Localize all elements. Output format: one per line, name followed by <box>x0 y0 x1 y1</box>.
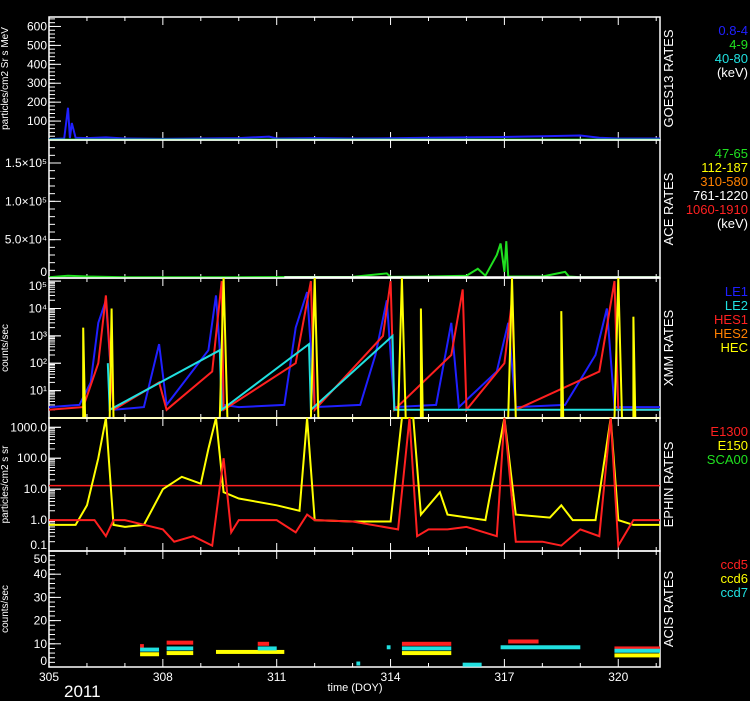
y-tick-label: 10⁴ <box>28 301 47 315</box>
legend-entry: ccd6 <box>721 571 748 586</box>
y-tick-label: 1000.0 <box>10 420 47 434</box>
series-line-ephin-0 <box>49 417 660 528</box>
acis-segment <box>614 653 660 658</box>
acis-segment <box>166 651 194 656</box>
acis-segment <box>257 646 277 651</box>
x-tick-label: 314 <box>381 670 401 684</box>
legend-entry: 761-1220 <box>693 188 748 203</box>
acis-segment <box>508 639 539 644</box>
panel-frame-xmm <box>48 277 661 419</box>
legend-entry: HES2 <box>714 326 748 341</box>
acis-segment <box>386 645 391 650</box>
y-tick-label: 100.0 <box>17 451 47 465</box>
legend-entry: (keV) <box>717 65 748 80</box>
panel-title-xmm: XMM RATES <box>661 310 676 387</box>
legend-entry: 1060-1910 <box>686 202 748 217</box>
acis-segment <box>401 646 452 651</box>
legend-entry: (keV) <box>717 216 748 231</box>
legend-entry: LE2 <box>725 298 748 313</box>
y-axis-label-xmm: counts/sec <box>0 324 11 372</box>
y-tick-label: 600 <box>27 19 47 33</box>
acis-segment <box>401 651 452 656</box>
y-tick-label: 30 <box>34 590 48 604</box>
y-tick-label: 0 <box>40 265 47 279</box>
legend-entry: 310-580 <box>700 174 748 189</box>
y-tick-label: 20 <box>34 614 48 628</box>
y-axis-label-goes: particles/cm2 Sr s MeV <box>0 27 11 130</box>
acis-segment <box>257 641 270 646</box>
y-axis-label-acis: counts/sec <box>0 585 11 633</box>
series-line-ephin-1 <box>49 417 660 549</box>
panel-title-goes: GOES13 RATES <box>661 29 676 127</box>
acis-segment <box>140 644 144 649</box>
panel-frame-ace <box>48 139 661 279</box>
y-tick-label: 1.0 <box>30 513 47 527</box>
y-tick-label: 1.5×10⁵ <box>5 156 47 170</box>
y-tick-label: 10⁵ <box>29 279 47 293</box>
y-tick-label: 50 <box>34 552 48 566</box>
y-tick-label: 100 <box>27 114 47 128</box>
legend-entry: 40-80 <box>715 51 748 66</box>
series-line-xmm-3 <box>49 277 660 419</box>
y-tick-label: 200 <box>27 95 47 109</box>
acis-segment <box>401 641 452 646</box>
y-tick-label: 5.0×10⁴ <box>5 233 47 247</box>
acis-segment <box>614 646 660 651</box>
x-tick-label: 311 <box>267 670 286 684</box>
panel-title-ephin: EPHIN RATES <box>661 441 676 527</box>
y-tick-label: 10¹ <box>30 384 47 398</box>
legend-entry: LE1 <box>725 284 748 299</box>
year-label: 2011 <box>64 682 101 701</box>
legend-entry: 112-187 <box>701 160 748 175</box>
x-tick-label: 305 <box>39 670 59 684</box>
x-tick-label: 317 <box>494 670 514 684</box>
legend-entry: ccd7 <box>721 585 748 600</box>
y-tick-label: 500 <box>27 38 47 52</box>
y-tick-label: 10² <box>30 356 47 370</box>
legend-entry: E1300 <box>710 424 748 439</box>
x-tick-label: 308 <box>153 670 173 684</box>
acis-segment <box>140 652 160 657</box>
acis-segment <box>166 646 194 651</box>
panel-frame-goes <box>48 16 661 141</box>
y-tick-label: 1.0×10⁵ <box>5 194 47 208</box>
y-tick-label: 400 <box>27 57 47 71</box>
series-line-goes-0 <box>48 107 660 141</box>
panel-frame-ephin <box>48 417 661 552</box>
y-tick-label: 10.0 <box>24 482 48 496</box>
x-tick-label: 320 <box>608 670 628 684</box>
acis-segment <box>356 661 361 666</box>
acis-segment <box>166 640 194 645</box>
series-line-xmm-1 <box>48 280 660 413</box>
legend-entry: 47-65 <box>715 146 748 161</box>
series-line-xmm-2 <box>106 333 660 412</box>
acis-segment <box>614 648 660 653</box>
legend-entry: HEC <box>721 340 748 355</box>
x-axis-label: time (DOY) <box>328 682 383 694</box>
legend-entry: HES1 <box>714 312 748 327</box>
panel-title-ace: ACE RATES <box>661 172 676 245</box>
acis-segment <box>140 647 160 652</box>
legend-entry: 4-9 <box>729 37 748 52</box>
acis-segment <box>462 662 482 667</box>
panel-frame-acis <box>48 550 661 668</box>
y-tick-label: 0 <box>40 654 47 668</box>
legend-entry: 0.8-4 <box>718 23 748 38</box>
series-line-ace-0 <box>48 241 660 279</box>
y-tick-label: 10³ <box>30 329 47 343</box>
legend-entry: ccd5 <box>721 557 748 572</box>
y-tick-label: 300 <box>27 76 47 90</box>
y-tick-label: 10 <box>34 637 48 651</box>
acis-segment <box>500 645 581 650</box>
panel-title-acis: ACIS RATES <box>661 571 676 648</box>
y-tick-label: 40 <box>34 567 48 581</box>
y-axis-label-ephin: particles/cm2 s sr <box>0 445 11 523</box>
legend-entry: SCA00 <box>707 452 748 467</box>
y-tick-label: 0.1 <box>30 538 47 552</box>
acis-segment <box>215 649 285 654</box>
legend-entry: E150 <box>718 438 748 453</box>
